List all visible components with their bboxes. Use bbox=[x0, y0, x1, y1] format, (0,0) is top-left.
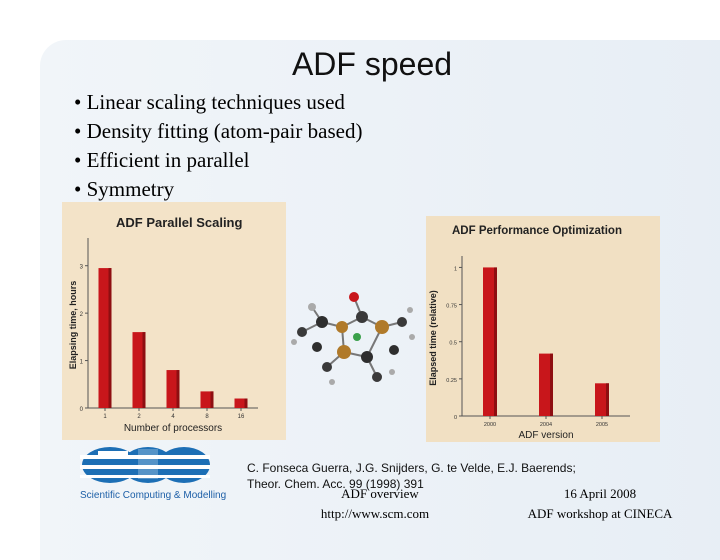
citation-line: Theor. Chem. Acc. 99 (1998) 391 bbox=[247, 477, 424, 491]
x-axis-label: Number of processors bbox=[124, 423, 222, 434]
y-tick-label: 0 bbox=[454, 415, 457, 421]
bar-shade bbox=[606, 383, 609, 416]
bar bbox=[132, 332, 146, 408]
x-axis-label: ADF version bbox=[518, 430, 573, 441]
bar bbox=[539, 353, 553, 416]
x-tick-label: 16 bbox=[238, 414, 245, 420]
footer-right: 16 April 2008 ADF workshop at CINECA bbox=[515, 484, 685, 524]
y-tick-label: 2 bbox=[80, 312, 84, 318]
x-tick-label: 2 bbox=[137, 414, 141, 420]
citation-line: C. Fonseca Guerra, J.G. Snijders, G. te … bbox=[247, 461, 576, 475]
bar-shade bbox=[176, 370, 180, 408]
bullet-list: • Linear scaling techniques used • Densi… bbox=[74, 88, 362, 204]
bar-shade bbox=[494, 267, 497, 416]
bar-shade bbox=[210, 391, 214, 408]
y-tick-label: 3 bbox=[80, 265, 84, 271]
bar-shade bbox=[142, 332, 146, 408]
chart-title: ADF Performance Optimization bbox=[452, 225, 622, 237]
molecule-bonds bbox=[301, 296, 403, 378]
y-tick-label: 0 bbox=[80, 407, 84, 413]
scm-logo bbox=[80, 447, 210, 483]
footer-url: http://www.scm.com bbox=[320, 506, 430, 521]
x-tick-label: 4 bbox=[171, 414, 175, 420]
bullet-item: • Density fitting (atom-pair based) bbox=[74, 119, 363, 143]
chart-title: ADF Parallel Scaling bbox=[116, 215, 243, 230]
bar bbox=[200, 391, 214, 408]
bar-shade bbox=[550, 353, 553, 416]
bar bbox=[234, 398, 248, 408]
chart-svg: 0 1 2 3 1 2 4 8 16 Number of processors Elapsing t… bbox=[68, 238, 258, 434]
y-tick-label: 1 bbox=[454, 266, 457, 272]
y-tick-label: 0.5 bbox=[449, 341, 457, 347]
footer-date: 16 April 2008 bbox=[563, 486, 637, 501]
x-tick-label: 1 bbox=[103, 414, 107, 420]
bar bbox=[166, 370, 180, 408]
parallel-scaling-chart: ADF Parallel Scaling 0 1 2 3 1 2 4 8 16 Number of… bbox=[62, 202, 286, 440]
slide-title: ADF speed bbox=[291, 46, 453, 82]
bar-shade bbox=[244, 398, 248, 408]
bullet-item: • Efficient in parallel bbox=[74, 148, 250, 172]
y-tick-label: 1 bbox=[80, 360, 84, 366]
footer-center: ADF overview http://www.scm.com bbox=[300, 484, 450, 524]
y-axis-label: Elapsed time (relative) bbox=[428, 290, 438, 386]
footer-overview: ADF overview bbox=[341, 486, 419, 501]
bar bbox=[98, 268, 112, 408]
scm-logo-mark bbox=[80, 447, 210, 483]
bullet-item: • Symmetry bbox=[74, 177, 175, 201]
y-axis-label: Elapsing time, hours bbox=[68, 281, 78, 370]
y-tick-label: 0.25 bbox=[446, 378, 457, 384]
x-tick-label: 2004 bbox=[540, 422, 552, 428]
x-tick-label: 8 bbox=[205, 414, 209, 420]
footer-event: ADF workshop at CINECA bbox=[527, 506, 673, 521]
molecule-atoms bbox=[291, 292, 415, 385]
logo-text: Scientific Computing & Modelling bbox=[80, 490, 227, 501]
chart-svg: 0 0.25 0.5 0.75 1 2000 2004 2005 ADF version Elap… bbox=[428, 256, 630, 441]
bar bbox=[483, 267, 497, 416]
x-tick-label: 2000 bbox=[484, 422, 496, 428]
citation: C. Fonseca Guerra, J.G. Snijders, G. te … bbox=[247, 460, 667, 492]
bullet-item: • Linear scaling techniques used bbox=[74, 90, 345, 114]
bar bbox=[595, 383, 609, 416]
molecule-image bbox=[291, 292, 415, 385]
bar-shade bbox=[108, 268, 112, 408]
x-tick-label: 2005 bbox=[596, 422, 608, 428]
y-tick-label: 0.75 bbox=[446, 304, 457, 310]
performance-optimization-chart: ADF Performance Optimization 0 0.25 0.5 0.7… bbox=[426, 216, 660, 442]
